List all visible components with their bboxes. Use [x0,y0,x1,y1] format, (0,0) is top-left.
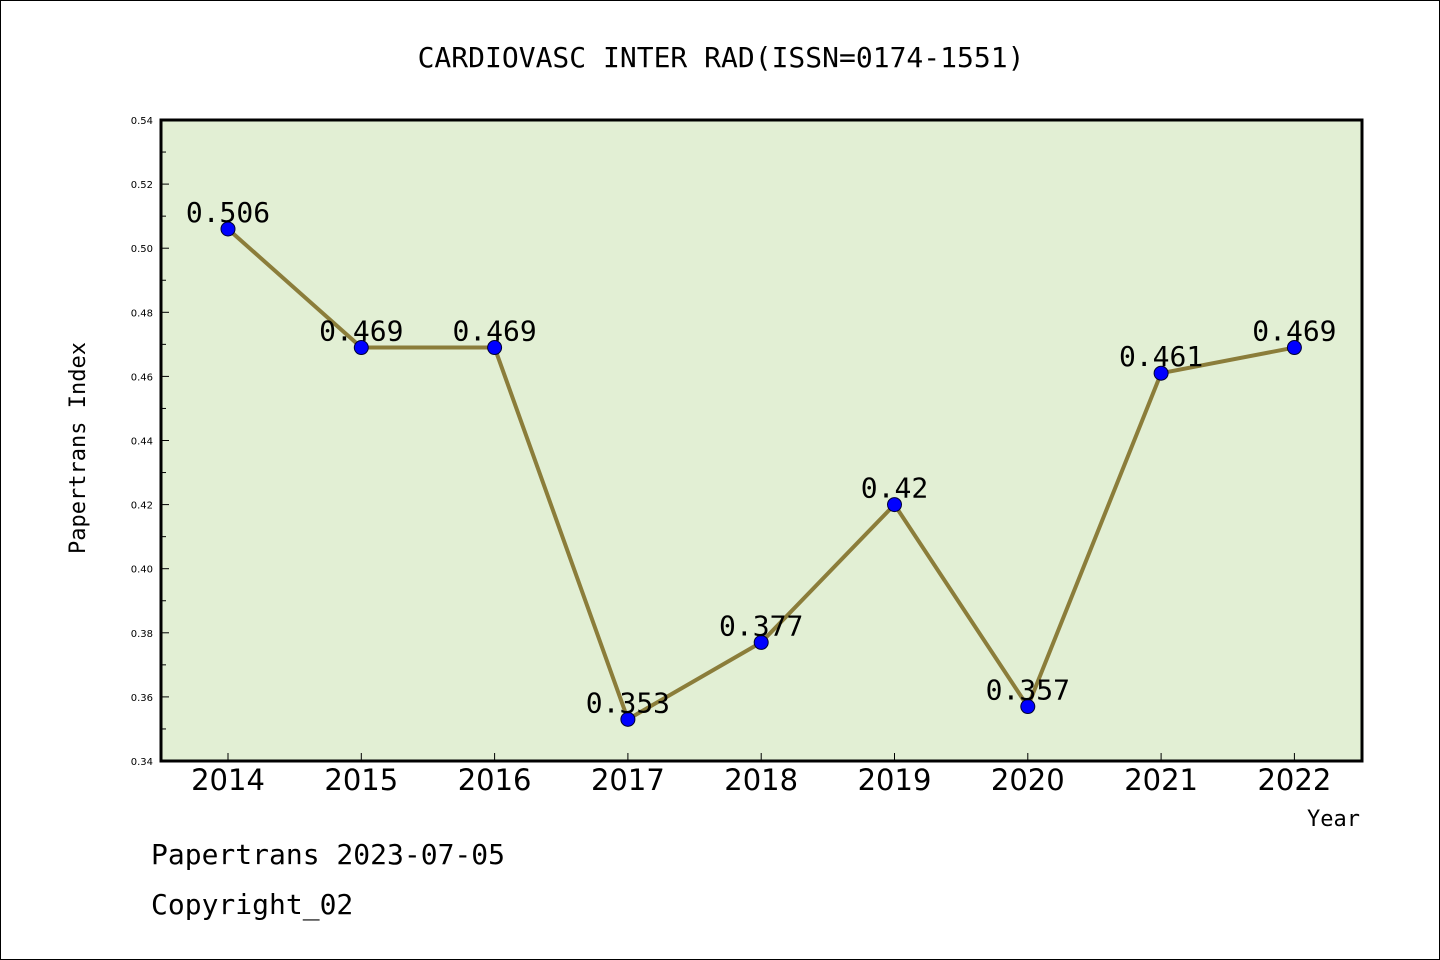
y-tick-label: 0.48 [131,308,153,319]
x-tick-label: 2020 [991,763,1065,797]
data-point [353,340,369,356]
data-label: 0.469 [452,315,536,348]
data-series [220,221,1302,727]
data-point [620,711,636,727]
x-tick-label: 2014 [191,763,265,797]
footer-date: Papertrans 2023-07-05 [151,838,505,871]
data-point [1153,365,1169,381]
data-point [753,634,769,650]
y-tick-label: 0.34 [131,757,153,768]
x-tick-label: 2022 [1257,763,1331,797]
x-tick-label: 2021 [1124,763,1198,797]
data-label: 0.377 [719,609,803,642]
x-tick-label: 2018 [724,763,798,797]
data-label: 0.357 [986,674,1070,707]
y-tick-label: 0.50 [131,244,153,255]
plot-area [159,118,1364,763]
x-tick-label: 2015 [324,763,398,797]
y-axis-ticks: 0.34 0.36 0.38 0.40 0.42 0.44 0.46 0.48 0.50 0.52… [131,116,169,768]
data-label: 0.42 [861,472,928,505]
x-axis-label: Year [1307,807,1360,832]
footer-copyright: Copyright_02 [151,888,353,922]
data-label: 0.506 [186,196,270,229]
y-tick-label: 0.54 [131,116,153,127]
y-tick-label: 0.40 [131,565,153,576]
y-tick-label: 0.38 [131,629,153,640]
data-point [1286,340,1302,356]
y-tick-label: 0.44 [131,437,153,448]
x-axis-ticks: 2014 2015 2016 2017 2018 2019 2020 2021 2022 [191,753,1331,797]
data-label: 0.461 [1119,340,1203,373]
y-tick-label: 0.52 [131,180,153,191]
data-point [487,340,503,356]
data-point [887,497,902,513]
y-tick-label: 0.42 [131,501,153,512]
x-tick-label: 2016 [458,763,532,797]
data-point [220,221,236,237]
data-label: 0.469 [1252,315,1336,348]
data-point [1020,699,1036,715]
data-label: 0.469 [319,315,403,348]
data-labels: 0.506 0.469 0.469 0.353 0.377 0.42 0.357 0.461 0… [186,196,1337,719]
y-tick-label: 0.46 [131,372,153,383]
y-tick-label: 0.36 [131,693,153,704]
data-label: 0.353 [586,686,670,719]
x-tick-label: 2019 [858,763,932,797]
x-tick-label: 2017 [591,763,665,797]
chart-title: CARDIOVASC INTER RAD(ISSN=0174-1551) [418,41,1025,74]
y-axis-label: Papertrans Index [66,342,91,554]
